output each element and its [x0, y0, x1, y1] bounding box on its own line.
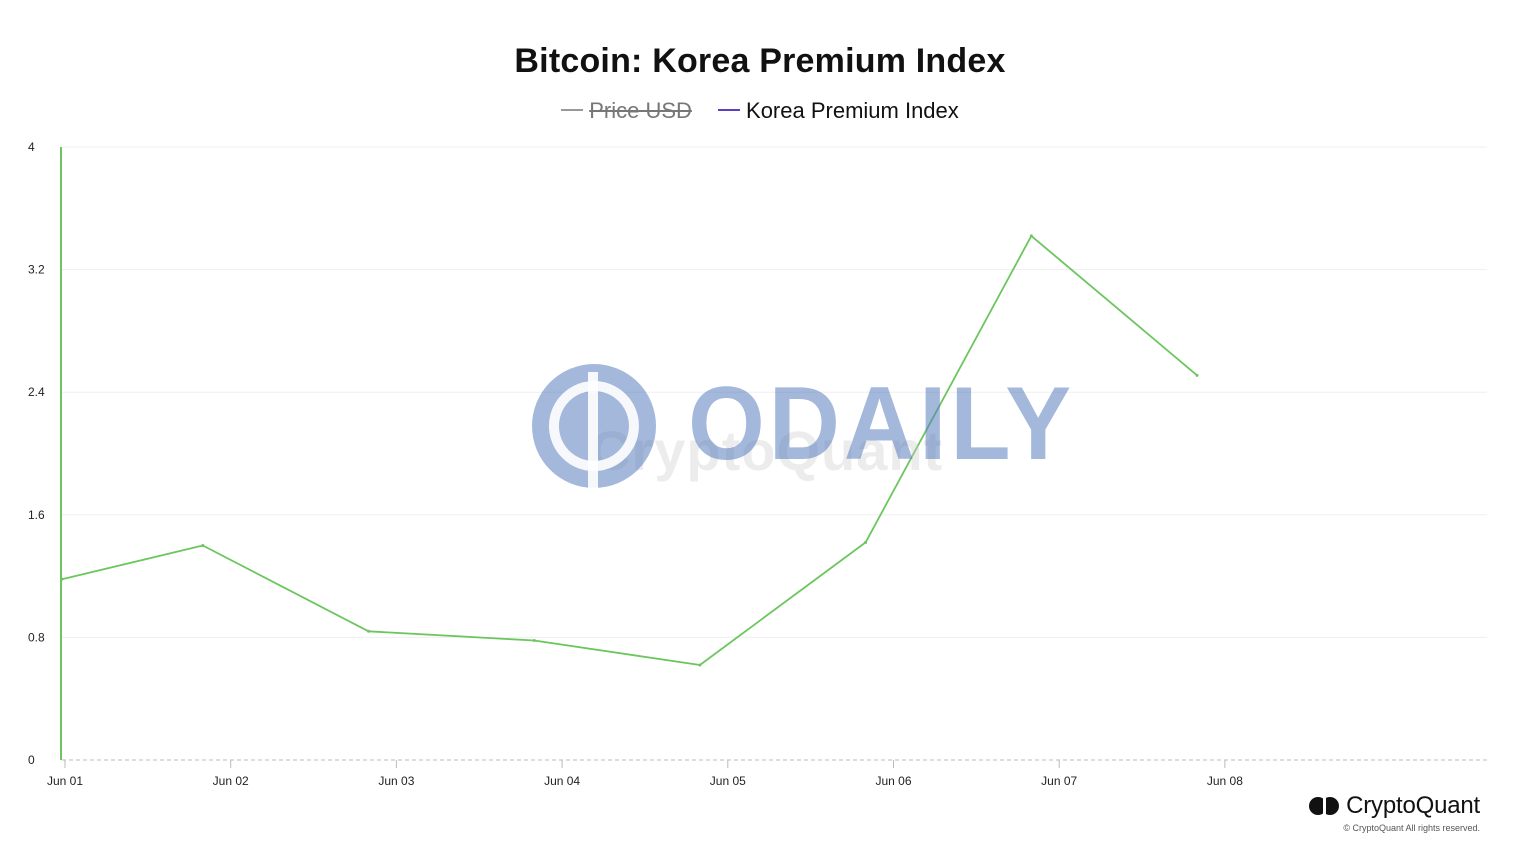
axis-layer: 0 0.8 1.6 2.4 3.2 4 Jun 01 Jun 02 Jun 03 Jun 04 Ju… [28, 140, 1487, 788]
data-point[interactable] [1029, 234, 1033, 238]
data-point[interactable] [532, 638, 536, 642]
data-point[interactable] [201, 543, 205, 547]
legend-swatch-korea-premium-index [718, 109, 741, 112]
y-tick-label: 0 [28, 753, 35, 767]
legend-item-price-usd[interactable]: Price USD [561, 96, 692, 126]
legend-label-price-usd: Price USD [589, 98, 692, 123]
chart-legend: Price USD Korea Premium Index [0, 96, 1520, 126]
data-point[interactable] [367, 629, 371, 633]
series-layer [60, 234, 1199, 667]
x-tick-label: Jun 07 [1041, 774, 1077, 788]
x-tick-label: Jun 01 [47, 774, 83, 788]
x-tick-label: Jun 03 [378, 774, 414, 788]
legend-label-korea-premium-index: Korea Premium Index [746, 98, 959, 123]
x-tick-label: Jun 04 [544, 774, 580, 788]
series-line-korea-premium-index [61, 234, 1198, 666]
grid-layer [62, 146, 1487, 638]
data-point[interactable] [60, 577, 64, 581]
brand-name: CryptoQuant [1346, 792, 1480, 819]
y-tick-label: 3.2 [28, 263, 45, 277]
data-point[interactable] [698, 663, 702, 667]
brand-copyright: © CryptoQuant All rights reserved. [1343, 823, 1480, 833]
legend-item-korea-premium-index[interactable]: Korea Premium Index [718, 96, 959, 126]
y-tick-label: 0.8 [28, 630, 45, 644]
brand-block: CryptoQuant © CryptoQuant All rights res… [1308, 792, 1480, 833]
x-tick-label: Jun 08 [1207, 774, 1243, 788]
x-tick-label: Jun 06 [875, 774, 911, 788]
data-point[interactable] [1195, 373, 1199, 377]
y-tick-label: 2.4 [28, 385, 45, 399]
x-tick-label: Jun 02 [213, 774, 249, 788]
y-tick-label: 1.6 [28, 508, 45, 522]
chart-title: Bitcoin: Korea Premium Index [514, 42, 1006, 80]
legend-swatch-price-usd [561, 109, 584, 112]
x-tick-label: Jun 05 [710, 774, 746, 788]
data-point[interactable] [864, 540, 868, 544]
cryptoquant-logo-icon [1309, 797, 1340, 815]
y-tick-label: 4 [28, 140, 35, 154]
